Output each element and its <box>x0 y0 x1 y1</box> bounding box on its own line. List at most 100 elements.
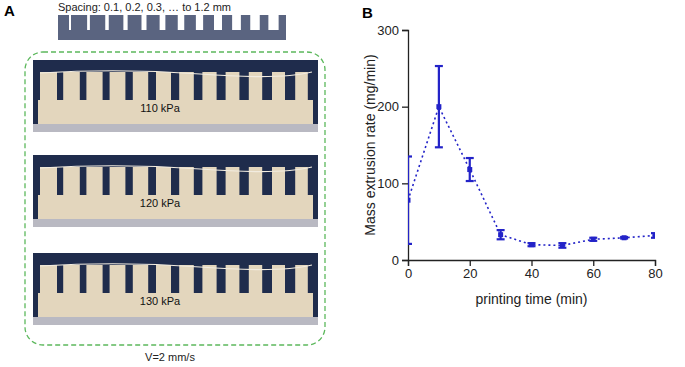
print-pillar <box>110 265 126 295</box>
x-axis-line <box>409 261 656 267</box>
print-pillar <box>40 167 57 197</box>
panel-label: A <box>4 2 15 19</box>
error-bar-cap <box>497 229 505 231</box>
comb-notch <box>142 15 147 30</box>
plot-area <box>408 66 655 248</box>
photo-table <box>33 219 318 227</box>
error-bar <box>558 243 566 248</box>
error-bar-cap <box>497 238 505 240</box>
data-point <box>436 104 441 109</box>
comb-notch <box>178 15 185 30</box>
y-tick: 200 <box>377 99 408 114</box>
error-bar-cap <box>435 146 443 148</box>
error-bar <box>408 157 412 244</box>
error-bar <box>589 238 597 241</box>
print-bridge <box>40 264 312 270</box>
y-tick-label: 200 <box>377 99 399 114</box>
speed-text: V=2 mm/s <box>145 351 195 363</box>
error-bar <box>651 233 655 238</box>
sample-photo: 120 kPa <box>33 155 318 227</box>
print-bridge <box>40 71 312 77</box>
data-point <box>622 235 627 240</box>
x-tick-label: 60 <box>587 266 601 281</box>
error-bar-cap <box>408 243 412 245</box>
data-point <box>408 198 411 203</box>
print-pillar <box>86 167 102 197</box>
comb-notch <box>69 15 71 30</box>
comb-notch <box>232 15 241 30</box>
x-tick-label: 0 <box>405 266 412 281</box>
sample-label: 130 kPa <box>140 295 181 307</box>
print-pillar <box>133 72 148 102</box>
print-pillar <box>63 265 80 295</box>
print-pillar <box>202 167 216 197</box>
figure: A Spacing: 0.1, 0.2, 0.3, … to 1.2 mm 110 … <box>0 0 685 367</box>
x-tick: 0 <box>405 260 412 281</box>
print-pillar <box>63 167 80 197</box>
photo-table <box>33 124 318 132</box>
error-bar <box>528 243 536 246</box>
sample-photo: 130 kPa <box>33 253 318 325</box>
error-bar <box>497 230 505 239</box>
data-point <box>591 237 596 242</box>
print-pillar <box>295 167 308 197</box>
print-pillar <box>295 72 308 102</box>
comb-notch <box>196 15 203 30</box>
y-tick: 100 <box>377 176 408 191</box>
print-base <box>38 100 313 124</box>
y-axis: 0 100 200 300 <box>377 23 408 268</box>
x-axis-title: printing time (min) <box>475 291 587 307</box>
print-base <box>38 293 313 317</box>
print-pillar <box>86 72 102 102</box>
print-bridge <box>40 166 312 172</box>
y-axis-line <box>402 31 409 261</box>
comb-notch <box>268 15 278 30</box>
y-tick-mark <box>402 30 408 31</box>
error-bar-cap <box>435 65 443 67</box>
comb-notch <box>123 15 127 30</box>
x-tick-mark <box>593 260 594 266</box>
print-pillar <box>133 167 148 197</box>
print-pillar <box>202 265 216 295</box>
error-bar <box>466 158 474 181</box>
data-point <box>467 167 472 172</box>
x-tick-mark <box>655 260 656 266</box>
photo-background <box>33 155 318 227</box>
comb-notch <box>105 15 109 30</box>
sample-frame <box>25 52 325 345</box>
data-point <box>529 242 534 247</box>
comb-body <box>58 15 286 40</box>
print-pillar <box>295 265 308 295</box>
x-tick: 60 <box>587 260 601 281</box>
spacing-text: Spacing: 0.1, 0.2, 0.3, … to 1.2 mm <box>58 1 231 13</box>
y-axis-title: Mass extrusion rate (mg/min) <box>362 54 378 235</box>
print-base <box>38 195 313 219</box>
x-tick-label: 40 <box>525 266 539 281</box>
photo-background <box>33 60 318 132</box>
y-tick-mark <box>402 183 408 184</box>
print-pillar <box>63 72 80 102</box>
print-pillar <box>86 265 102 295</box>
comb-notch <box>160 15 166 30</box>
y-tick: 0 <box>392 253 408 268</box>
print-pillar <box>179 265 194 295</box>
data-point <box>498 232 503 237</box>
x-tick-label: 20 <box>463 266 477 281</box>
x-tick-mark <box>531 260 532 266</box>
print-pillar <box>110 72 126 102</box>
error-bar-cap <box>466 180 474 182</box>
print-pillar <box>40 72 57 102</box>
error-bar-cap <box>408 155 412 157</box>
print-pillar <box>133 265 148 295</box>
sample-label: 110 kPa <box>140 102 180 114</box>
x-tick: 40 <box>525 260 539 281</box>
error-bar <box>435 66 443 147</box>
comb-notch <box>250 15 260 30</box>
print-pillar <box>179 167 194 197</box>
print-pillar <box>110 167 126 197</box>
print-pillar <box>40 265 57 295</box>
comb-illustration <box>58 15 286 40</box>
y-tick: 300 <box>377 23 408 38</box>
sample-photo: 110 kPa <box>33 60 318 132</box>
y-tick-mark <box>402 260 408 261</box>
